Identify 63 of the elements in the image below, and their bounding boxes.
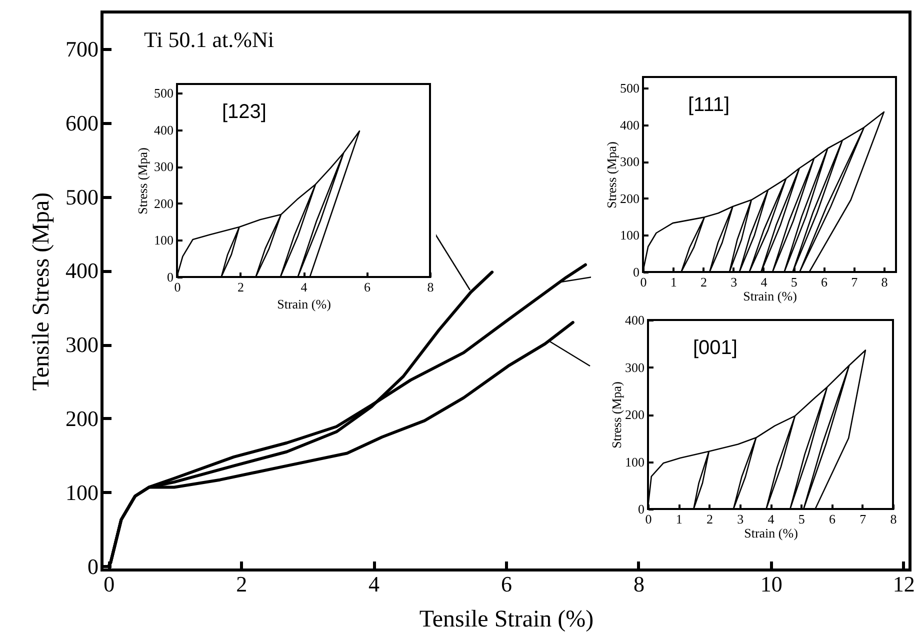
y-tick-label: 0 bbox=[633, 264, 640, 280]
x-tick-label: 2 bbox=[236, 572, 248, 596]
x-tick-label: 0 bbox=[104, 572, 115, 596]
x-tick-label: 12 bbox=[892, 572, 915, 596]
x-tick-label: 4 bbox=[768, 512, 775, 526]
x-tick-label: 5 bbox=[790, 274, 798, 290]
x-axis-title: Strain (%) bbox=[277, 296, 331, 312]
x-tick-label: 6 bbox=[501, 572, 512, 596]
x-tick-label: 8 bbox=[427, 280, 434, 294]
x-tick-label: 2 bbox=[238, 280, 244, 294]
y-axis-title: Tensile Stress (Mpa) bbox=[28, 192, 54, 391]
y-tick-label: 600 bbox=[66, 110, 98, 136]
y-tick-label: 200 bbox=[620, 190, 640, 206]
y-tick-label: 500 bbox=[620, 80, 640, 96]
y-tick-label: 200 bbox=[66, 406, 98, 431]
x-tick-label: 2 bbox=[706, 512, 713, 526]
x-tick-label: 3 bbox=[737, 512, 744, 526]
annotation: [111] bbox=[688, 94, 730, 116]
annotation: [123] bbox=[222, 101, 266, 123]
y-axis-title: Stress (Mpa) bbox=[604, 142, 619, 208]
x-tick-label: 2 bbox=[700, 274, 707, 290]
x-tick-label: 3 bbox=[730, 274, 738, 290]
y-tick-label: 300 bbox=[620, 154, 640, 170]
x-tick-label: 6 bbox=[829, 512, 836, 526]
x-tick-label: 8 bbox=[881, 274, 888, 290]
x-tick-label: 8 bbox=[633, 572, 644, 596]
x-axis-title: Strain (%) bbox=[743, 288, 797, 304]
y-tick-label: 100 bbox=[154, 232, 174, 248]
y-tick-label: 0 bbox=[638, 502, 644, 516]
y-tick-label: 500 bbox=[66, 184, 98, 210]
y-tick-label: 200 bbox=[154, 196, 174, 211]
y-tick-label: 100 bbox=[66, 480, 98, 505]
x-tick-label: 10 bbox=[760, 572, 782, 596]
x-tick-label: 1 bbox=[670, 274, 677, 290]
x-tick-label: 6 bbox=[820, 274, 828, 290]
y-tick-label: 300 bbox=[625, 360, 644, 375]
y-tick-label: 500 bbox=[154, 86, 174, 101]
y-axis-title: Stress (Mpa) bbox=[609, 382, 624, 448]
y-tick-label: 300 bbox=[154, 159, 174, 174]
y-tick-label: 100 bbox=[620, 228, 640, 243]
x-tick-label: 8 bbox=[890, 512, 897, 526]
x-axis-title: Tensile Strain (%) bbox=[419, 606, 594, 632]
x-tick-label: 7 bbox=[851, 274, 858, 290]
y-tick-label: 0 bbox=[88, 554, 98, 579]
x-tick-label: 1 bbox=[676, 512, 682, 526]
annotation: [001] bbox=[693, 337, 738, 359]
y-tick-label: 200 bbox=[625, 407, 644, 422]
x-tick-label: 7 bbox=[860, 512, 867, 526]
x-tick-label: 4 bbox=[368, 572, 380, 596]
annotation: Ti 50.1 at.%Ni bbox=[144, 27, 274, 52]
y-tick-label: 400 bbox=[66, 258, 98, 284]
y-tick-label: 400 bbox=[154, 122, 174, 138]
y-tick-label: 100 bbox=[625, 454, 644, 470]
x-tick-label: 5 bbox=[798, 512, 805, 526]
y-tick-label: 400 bbox=[620, 117, 640, 132]
y-tick-label: 700 bbox=[66, 36, 98, 62]
y-tick-label: 400 bbox=[625, 312, 644, 328]
y-tick-label: 300 bbox=[66, 332, 98, 358]
x-tick-label: 4 bbox=[300, 280, 308, 294]
x-axis-title: Strain (%) bbox=[744, 526, 798, 540]
x-tick-label: 4 bbox=[760, 274, 768, 290]
y-axis-title: Stress (Mpa) bbox=[135, 148, 150, 214]
x-tick-label: 6 bbox=[364, 280, 371, 294]
